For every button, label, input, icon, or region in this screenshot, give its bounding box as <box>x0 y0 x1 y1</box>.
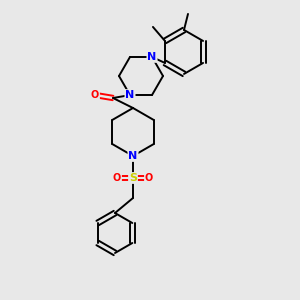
Text: O: O <box>91 90 99 100</box>
Text: S: S <box>129 173 137 183</box>
Text: N: N <box>125 90 135 100</box>
Text: O: O <box>113 173 121 183</box>
Text: N: N <box>128 151 138 161</box>
Text: N: N <box>147 52 157 62</box>
Text: O: O <box>145 173 153 183</box>
